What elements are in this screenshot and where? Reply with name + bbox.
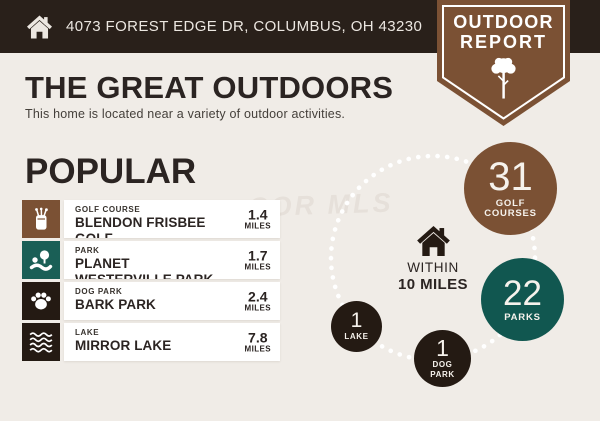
paw-icon: [31, 292, 51, 310]
item-name: MIRROR LAKE: [75, 338, 172, 353]
list-card: GOLF COURSE BLENDON FRISBEE GOLF 1.4 MIL…: [64, 200, 280, 238]
list-card: PARK PLANET WESTERVILLE PARK 1.7 MILES: [64, 241, 280, 279]
tree-icon: [491, 57, 516, 99]
bubble-value: 1: [436, 334, 449, 361]
item-distance: 1.4 MILES: [244, 206, 271, 231]
list-item-park: PARK PLANET WESTERVILLE PARK 1.7 MILES: [22, 241, 280, 279]
item-name: PLANET WESTERVILLE PARK: [75, 256, 214, 279]
waves-icon: [29, 332, 53, 353]
bubble-label: GOLF COURSES: [484, 198, 537, 219]
page-subtitle: This home is located near a variety of o…: [25, 107, 346, 121]
page-title: THE GREAT OUTDOORS: [25, 70, 394, 105]
bubble-value: 31: [488, 155, 533, 199]
golf-bag-icon: [35, 207, 48, 230]
list-item-lake: LAKE MIRROR LAKE 7.8 MILES: [22, 323, 280, 361]
list-card: LAKE MIRROR LAKE 7.8 MILES: [64, 323, 280, 361]
bubble-golf-courses: 31 GOLF COURSES: [464, 142, 557, 235]
bubble-label: PARKS: [504, 311, 541, 323]
park-icon: [29, 249, 53, 271]
dog-park-tile: [22, 282, 60, 320]
property-address: 4073 FOREST EDGE DR, COLUMBUS, OH 43230: [66, 18, 423, 35]
bubble-lake: 1 LAKE: [331, 301, 382, 352]
list-item-golf-course: GOLF COURSE BLENDON FRISBEE GOLF 1.4 MIL…: [22, 200, 280, 238]
bubble-value: 22: [503, 273, 542, 313]
item-distance: 2.4 MILES: [244, 288, 271, 313]
bubble-parks: 22 PARKS: [481, 258, 564, 341]
item-distance: 7.8 MILES: [244, 329, 271, 354]
bubble-label: DOG PARK: [430, 359, 455, 379]
popular-heading: POPULAR: [25, 152, 197, 191]
item-name: BARK PARK: [75, 297, 156, 312]
bubble-label: LAKE: [344, 332, 369, 341]
bubble-dog-park: 1 DOG PARK: [414, 330, 471, 387]
item-category: LAKE: [75, 328, 100, 337]
badge-title-line2: REPORT: [459, 32, 547, 52]
item-category: GOLF COURSE: [75, 205, 141, 214]
badge-title-line1: OUTDOOR: [453, 12, 554, 32]
lake-tile: [22, 323, 60, 361]
golf-course-tile: [22, 200, 60, 238]
house-icon: [416, 226, 450, 256]
within-label: WITHIN: [407, 260, 459, 275]
outdoor-report-badge: OUTDOOR REPORT: [437, 0, 570, 127]
item-category: DOG PARK: [75, 287, 123, 296]
item-category: PARK: [75, 246, 100, 255]
within-distance: 10 MILES: [398, 276, 468, 293]
bubble-value: 1: [350, 309, 363, 332]
item-distance: 1.7 MILES: [244, 247, 271, 272]
park-tile: [22, 241, 60, 279]
list-item-dog-park: DOG PARK BARK PARK 2.4 MILES: [22, 282, 280, 320]
list-card: DOG PARK BARK PARK 2.4 MILES: [64, 282, 280, 320]
item-name: BLENDON FRISBEE GOLF: [75, 215, 206, 238]
home-icon: [27, 15, 52, 39]
radius-center: WITHIN 10 MILES: [383, 226, 483, 293]
